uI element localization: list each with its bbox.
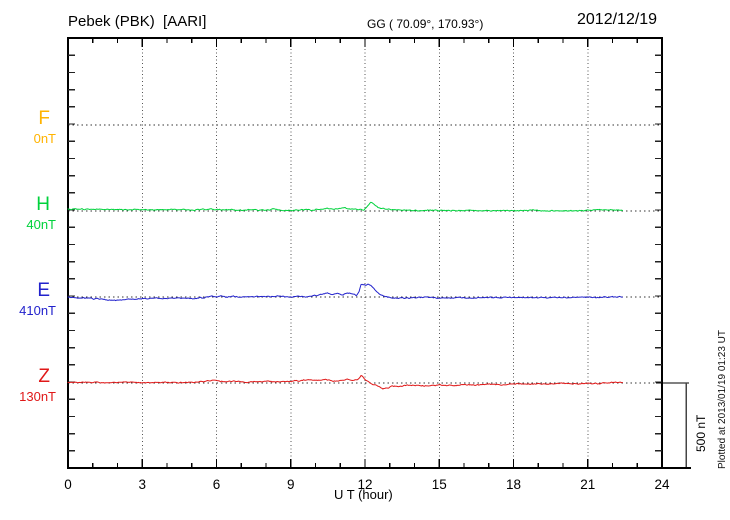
- trace-E: [67, 283, 623, 302]
- channel-offset-F: 0nT: [33, 131, 56, 146]
- channel-offset-E: 410nT: [19, 303, 56, 318]
- x-tick-label: 0: [64, 477, 72, 492]
- x-tick-label: 12: [357, 477, 372, 492]
- x-tick-label: 6: [213, 477, 221, 492]
- x-tick-label: 15: [432, 477, 447, 492]
- x-tick-label: 24: [654, 477, 670, 492]
- gg-coordinates: GG ( 70.09°, 170.93°): [367, 17, 484, 31]
- trace-H: [67, 201, 623, 212]
- channel-label-F: F: [38, 108, 50, 129]
- x-axis-title: U T (hour): [334, 487, 393, 502]
- trace-Z: [67, 375, 623, 390]
- x-tick-label: 3: [138, 477, 146, 492]
- scale-bar-label: 500 nT: [694, 414, 708, 452]
- channel-label-Z: Z: [38, 366, 50, 387]
- plot-frame: [67, 37, 663, 469]
- channel-offset-H: 40nT: [26, 217, 56, 232]
- x-tick-label: 18: [506, 477, 521, 492]
- plot-date: 2012/12/19: [577, 11, 658, 28]
- plotted-at-note: Plotted at 2013/01/19 01:23 UT: [717, 330, 728, 469]
- channel-offset-Z: 130nT: [19, 389, 56, 404]
- x-tick-label: 21: [580, 477, 595, 492]
- channel-label-H: H: [36, 194, 50, 215]
- station-title: Pebek (PBK) [AARI]: [68, 13, 207, 30]
- channel-label-E: E: [37, 280, 50, 301]
- x-tick-label: 9: [287, 477, 295, 492]
